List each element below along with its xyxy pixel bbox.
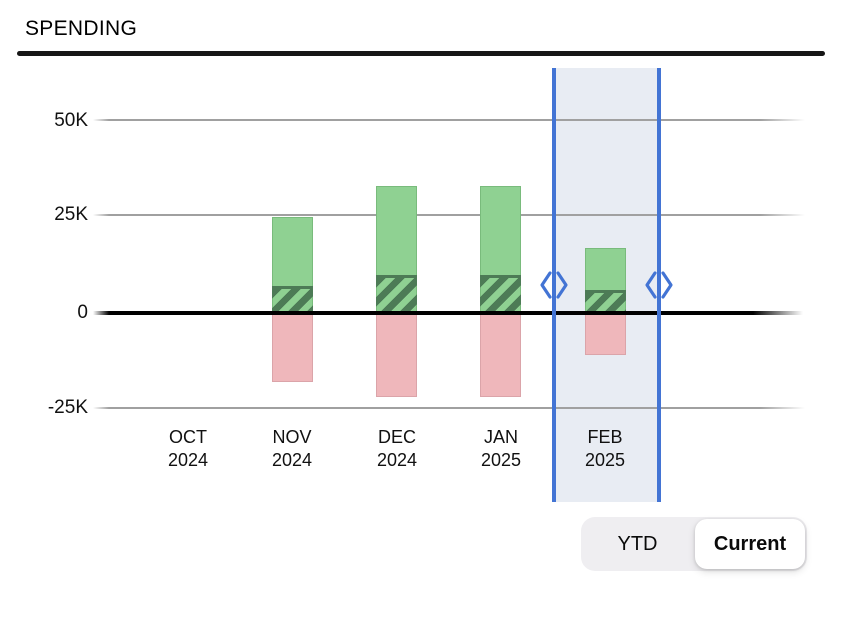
gridline-25k [93,214,805,216]
y-tick-50k: 50K [54,110,88,131]
selection-left-line [552,68,556,502]
page-title: SPENDING [25,17,138,40]
bar-hatched-overlay-feb-2025[interactable] [584,289,626,313]
bar-outflow-nov-2024[interactable] [271,313,313,383]
header-divider [17,51,825,56]
bar-outflow-jan-2025[interactable] [480,313,522,398]
x-label-feb-2025: FEB 2025 [584,427,626,470]
selection-right-line [657,68,661,502]
gridline-50k [93,119,805,121]
bar-hatched-overlay-nov-2024[interactable] [271,286,313,313]
toggle-option-current[interactable]: Current [695,519,805,569]
y-tick-25k: 25K [54,204,88,225]
selection-handle-left[interactable] [538,269,570,301]
x-label-oct-2024: OCT 2024 [167,427,209,470]
selection-handle-right[interactable] [643,269,675,301]
chevrons-left-right-icon [645,271,673,299]
bar-outflow-feb-2025[interactable] [584,313,626,356]
x-label-dec-2024: DEC 2024 [376,427,418,470]
bar-hatched-overlay-dec-2024[interactable] [376,274,417,313]
bar-outflow-dec-2024[interactable] [376,313,417,398]
gridline-neg-25k [93,407,805,409]
chevrons-left-right-icon [540,271,568,299]
toggle-option-ytd[interactable]: YTD [617,533,658,555]
x-label-nov-2024: NOV 2024 [271,427,313,470]
y-tick-0: 0 [77,302,88,323]
period-toggle: YTD Current [581,517,807,571]
x-label-jan-2025: JAN 2025 [480,427,522,470]
bar-hatched-overlay-jan-2025[interactable] [480,274,522,313]
y-tick-neg-25k: -25K [47,397,88,418]
zero-axis-line [93,311,803,315]
